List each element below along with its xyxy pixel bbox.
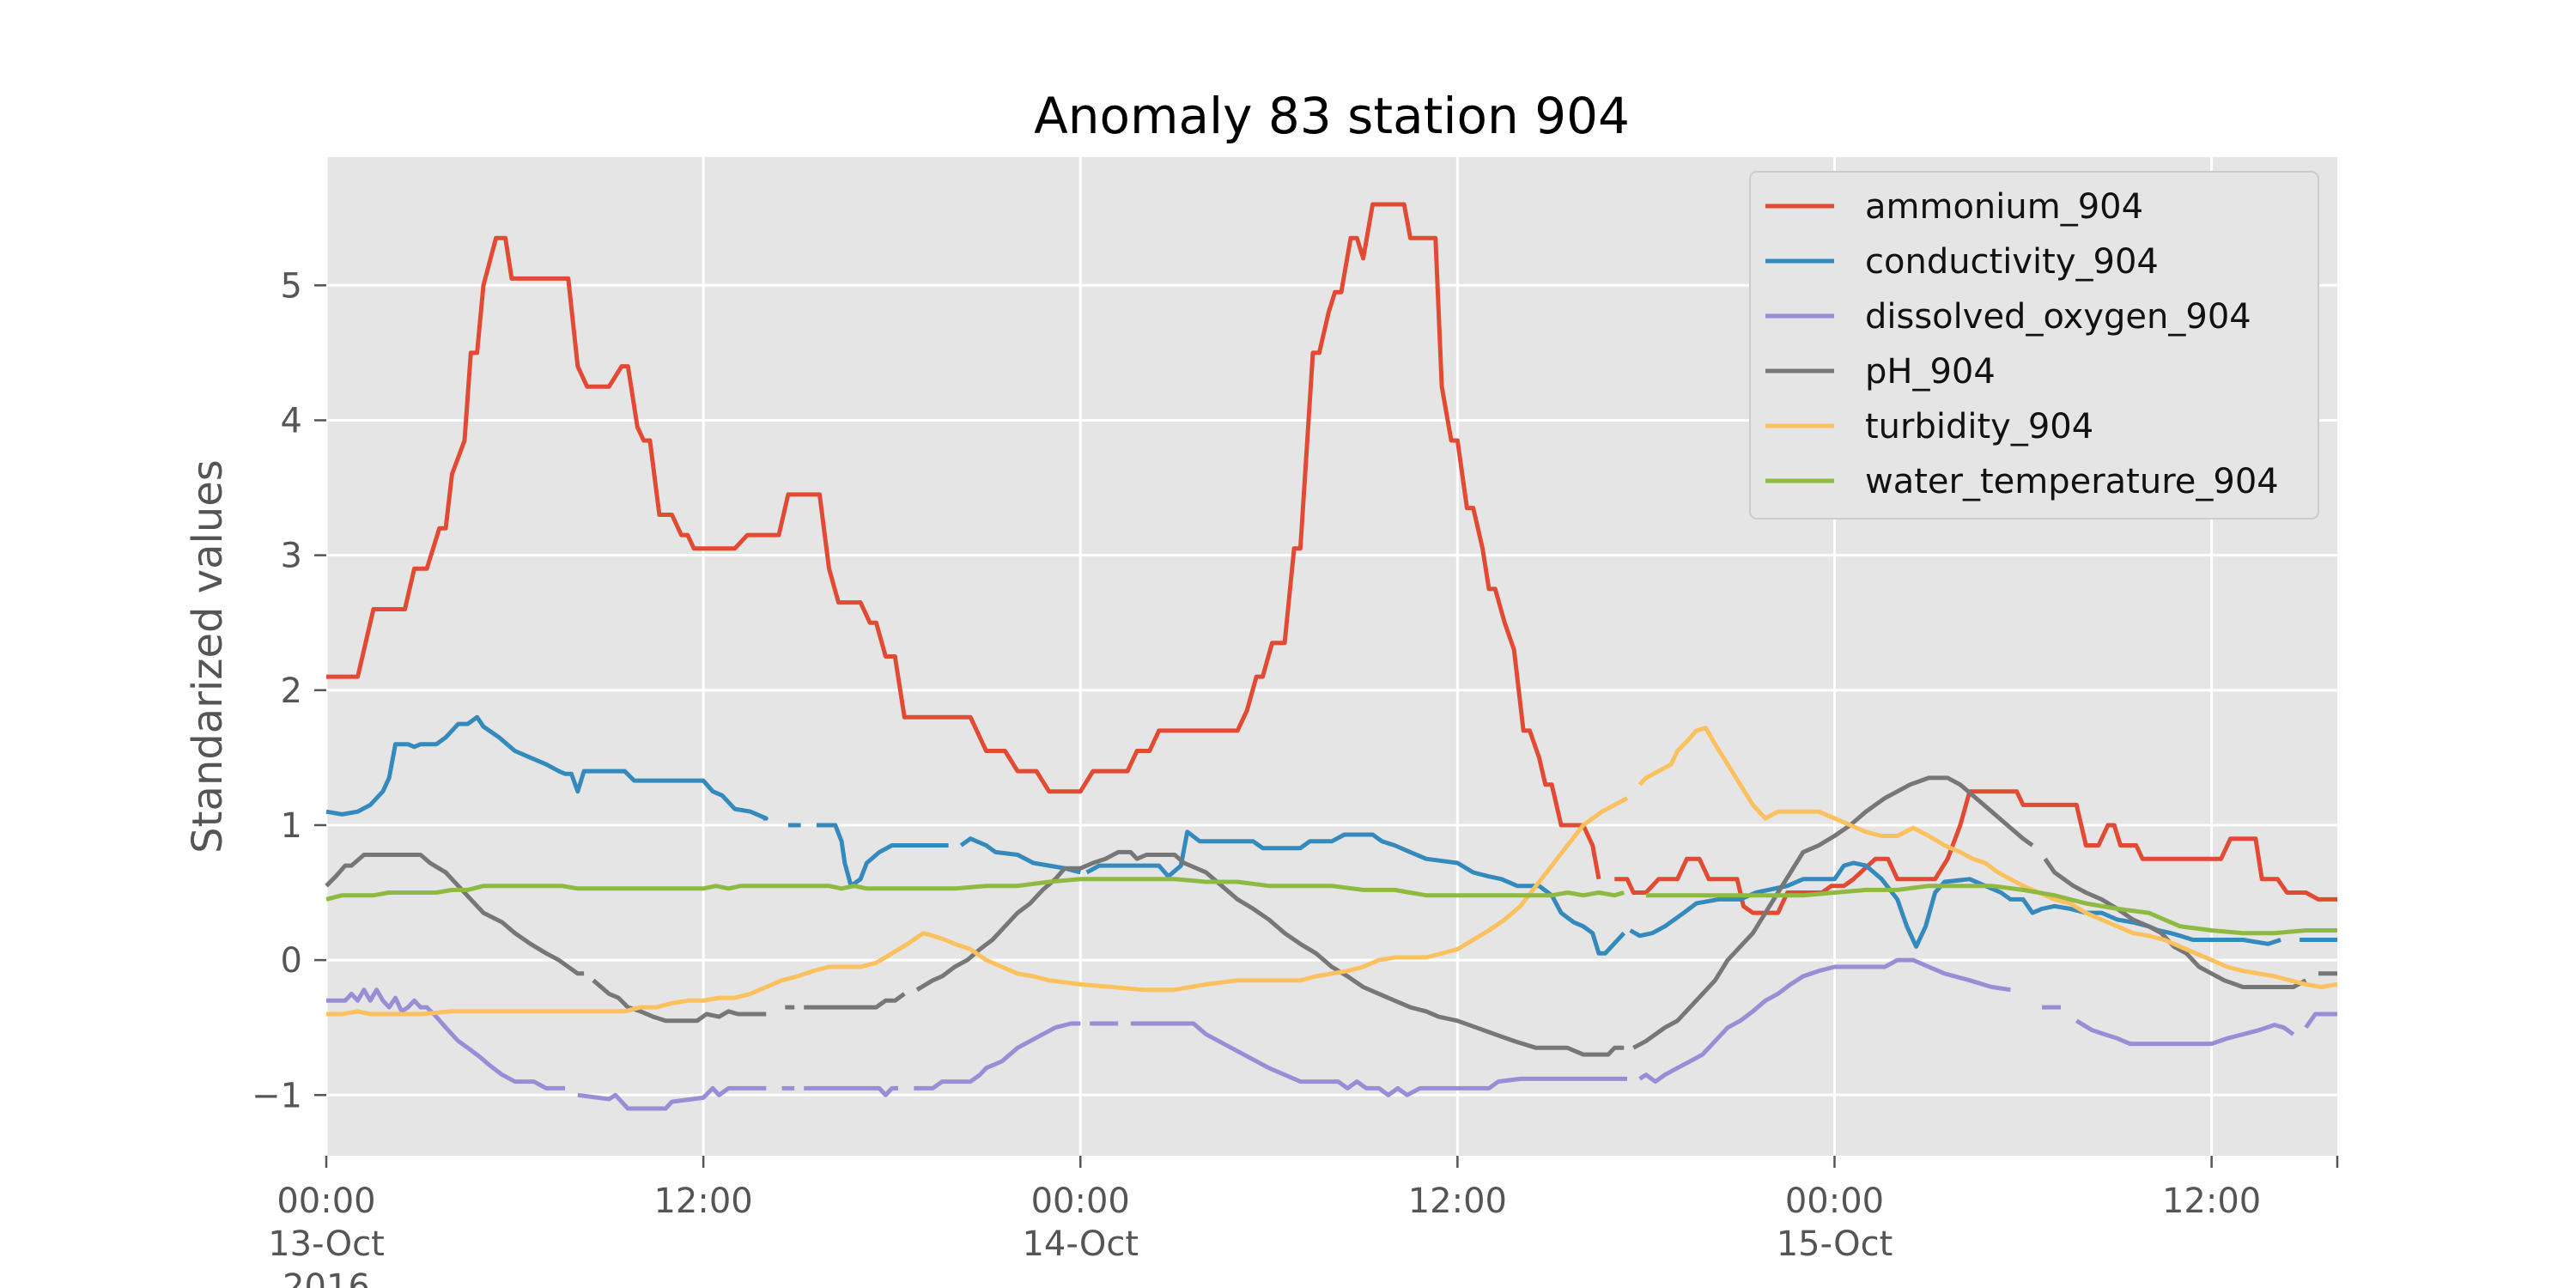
y-tick-label: 4 (281, 401, 302, 440)
series-line (325, 714, 769, 821)
legend-label: ammonium_904 (1865, 187, 2143, 227)
series-line (1085, 829, 1626, 956)
x-tick-label: 12:00 (653, 1182, 752, 1221)
x-tick-label: 12:00 (1408, 1182, 1507, 1221)
series-line (2304, 1012, 2337, 1030)
legend-label: dissolved_oxygen_904 (1865, 297, 2251, 337)
y-tick-label: 5 (281, 266, 302, 306)
series-turbidity_904 (326, 726, 2338, 1017)
series-line (577, 1085, 767, 1111)
y-tick-label: 3 (281, 537, 302, 576)
series-line (914, 1021, 1081, 1091)
series-line (915, 849, 1625, 1057)
series-line (325, 877, 1625, 902)
x-tick-label: 12:00 (2162, 1182, 2261, 1221)
series-line (326, 796, 1629, 1017)
series-line (2075, 1018, 2295, 1047)
legend-label: pH_904 (1865, 352, 1996, 392)
series-water_temperature_904 (325, 877, 2337, 936)
series-line (2043, 857, 2307, 989)
y-tick-label: 2 (281, 671, 302, 711)
legend-label: water_temperature_904 (1865, 462, 2279, 501)
series-line (804, 992, 906, 1010)
chart-title: Anomaly 83 station 904 (1034, 87, 1630, 145)
series-line (1632, 775, 2034, 1050)
y-tick-label: 1 (281, 806, 302, 846)
series-line (804, 1085, 898, 1097)
series-line (959, 836, 1081, 875)
x-tick-label: 15-Oct (1777, 1224, 1893, 1264)
series-line (816, 823, 949, 889)
y-axis-label: Standarized values (184, 459, 232, 854)
series-lines (325, 202, 2338, 1111)
x-tick-label: 13-Oct (268, 1224, 385, 1264)
y-axis-ticks: −1 0 1 2 3 4 5 (252, 266, 326, 1115)
x-tick-label: 14-Oct (1022, 1224, 1139, 1264)
legend-label: conductivity_904 (1865, 242, 2159, 282)
series-line (1614, 789, 2337, 915)
series-line (1638, 957, 2011, 1084)
legend-box (1749, 171, 2319, 519)
series-line (1645, 884, 2337, 936)
series-line (1637, 726, 2338, 989)
series-line (326, 202, 1601, 880)
series-pH_904 (325, 775, 2337, 1057)
legend-label: turbidity_904 (1865, 407, 2093, 447)
x-tick-label: 00:00 (276, 1182, 375, 1221)
series-line (1130, 1021, 1627, 1097)
series-dissolved_oxygen_904 (326, 957, 2337, 1111)
legend: ammonium_904 conductivity_904 dissolved_ox… (1749, 171, 2319, 519)
y-tick-label: −1 (252, 1076, 302, 1115)
x-tick-label: 00:00 (1031, 1182, 1130, 1221)
x-tick-label: 2016 (283, 1267, 370, 1288)
y-tick-label: 0 (281, 941, 302, 981)
x-tick-label: 00:00 (1785, 1182, 1884, 1221)
series-line (592, 978, 767, 1024)
series-line (326, 987, 566, 1091)
series-ammonium_904 (326, 202, 2337, 915)
series-line (325, 853, 585, 976)
